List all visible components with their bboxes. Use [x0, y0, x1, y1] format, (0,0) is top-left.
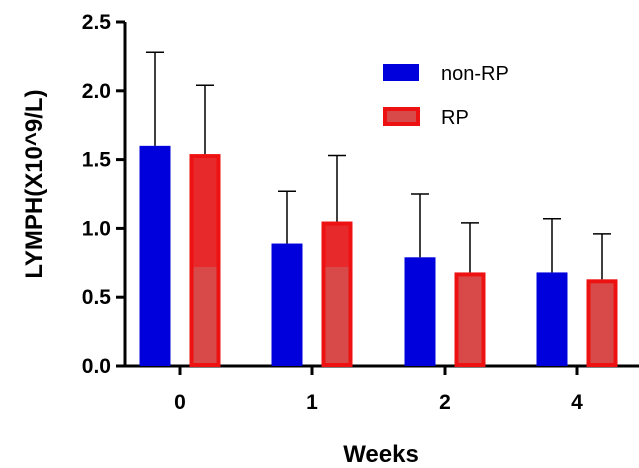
y-tick-label: 0.0 [82, 355, 111, 378]
legend-swatch-non-rp [383, 64, 419, 81]
y-axis-title: LYMPH(X10^9/L) [21, 89, 48, 278]
y-tick-label: 1.5 [82, 149, 112, 172]
bar-rp [454, 272, 486, 368]
y-tick-label: 2.5 [82, 11, 112, 34]
legend-swatch-rp [383, 107, 420, 126]
x-tick-label: 4 [571, 391, 583, 414]
bar-non-rp [139, 145, 171, 366]
y-tick-label: 1.0 [82, 217, 111, 240]
bar-non-rp [271, 243, 303, 366]
x-tick-label: 2 [439, 391, 451, 414]
legend: non-RP RP [383, 63, 509, 129]
error-bars [146, 51, 611, 280]
bar-rp [586, 279, 618, 368]
x-tick-label: 0 [174, 391, 186, 414]
x-axis-title: Weeks [343, 441, 419, 468]
bar-rp-upper-shade [193, 158, 217, 267]
bar-rp-upper-shade [325, 225, 349, 267]
y-axis: 0.0 0.5 1.0 1.5 2.0 2.5 [82, 11, 127, 378]
x-tick-label: 1 [306, 391, 318, 414]
y-tick-label: 0.5 [82, 286, 112, 309]
bar-non-rp [404, 257, 436, 366]
legend-label: non-RP [441, 63, 509, 85]
y-tick-label: 2.0 [82, 80, 111, 103]
bars [139, 145, 618, 368]
bar-non-rp [536, 272, 568, 366]
legend-label: RP [441, 107, 469, 129]
x-axis: 0 1 2 4 [124, 364, 639, 414]
